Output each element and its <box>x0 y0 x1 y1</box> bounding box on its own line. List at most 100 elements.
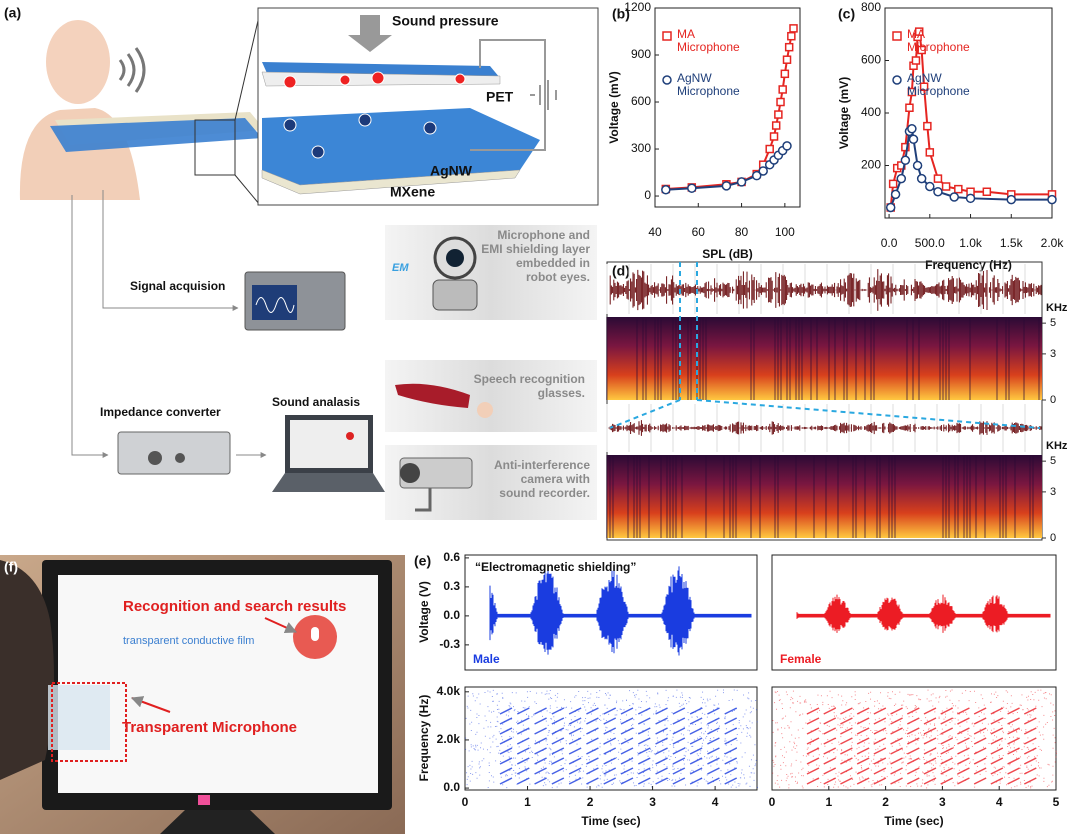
monitor-stand <box>160 810 275 834</box>
text-line: sound recorder. <box>499 486 590 500</box>
label: Signal acquision <box>130 279 225 293</box>
x-tick-label: 5 <box>1053 795 1060 809</box>
marker <box>923 121 932 131</box>
y-axis-label: Voltage (V) <box>417 581 431 643</box>
legend-entry: AgNW Microphone <box>907 72 970 98</box>
knob <box>175 453 185 463</box>
y-tick-label: 0.3 <box>443 579 460 593</box>
label: AgNW <box>430 163 473 179</box>
y-axis-label: Voltage (mV) <box>607 71 621 143</box>
y-tick-label: 400 <box>861 105 881 119</box>
marker <box>911 56 921 65</box>
marker <box>1006 194 1017 205</box>
mic-icon <box>346 432 354 440</box>
label: Sound analasis <box>272 395 360 409</box>
spectrogram <box>607 455 1042 538</box>
label: Impedance converter <box>100 405 221 419</box>
x-tick-label: 0 <box>462 795 469 809</box>
robot-body <box>432 279 478 311</box>
panel-label: (f) <box>4 559 18 575</box>
y-tick-label: 3 <box>1050 348 1056 360</box>
marker <box>908 134 919 144</box>
annotation: Recognition and search results <box>123 598 346 615</box>
marker <box>949 192 959 202</box>
y-axis-label: KHz <box>1046 440 1068 452</box>
x-tick-label: 60 <box>692 225 706 239</box>
marker <box>780 69 790 79</box>
y-tick-label: 2.0k <box>437 732 461 746</box>
marker <box>782 141 792 151</box>
marker <box>907 124 917 134</box>
marker <box>758 166 768 176</box>
text-line: camera with <box>521 472 590 486</box>
waveform <box>608 269 1042 311</box>
arrow <box>264 617 298 634</box>
text-line: glasses. <box>538 386 585 400</box>
marker <box>765 144 774 154</box>
charges <box>283 71 466 89</box>
signal <box>255 297 295 313</box>
x-tick-label: 100 <box>775 225 795 239</box>
mxene-layer <box>261 169 521 195</box>
legend: MA Microphone <box>677 28 740 54</box>
x-tick-label: 80 <box>735 225 749 239</box>
x-tick-label: 0.0 <box>881 236 898 250</box>
x-tick-label: 3 <box>939 795 946 809</box>
y-tick-label: 0 <box>1050 532 1056 544</box>
marker <box>736 177 747 187</box>
card-text: Anti-interference camera with sound record… <box>494 458 590 500</box>
x-tick-label: 2 <box>587 795 594 809</box>
marker <box>687 183 697 193</box>
text-line: Speech recognition <box>474 372 585 386</box>
marker <box>954 184 963 194</box>
marker <box>907 87 917 97</box>
x-tick-label: 4 <box>996 795 1003 809</box>
harmonics <box>806 707 1037 785</box>
camera-mount <box>415 488 432 512</box>
marker <box>896 173 907 184</box>
annotation: Transparent Microphone <box>122 719 297 736</box>
transparent-microphone <box>48 685 110 750</box>
tag <box>198 795 210 805</box>
application-card <box>385 225 597 320</box>
monitor-screen <box>58 575 378 793</box>
plot-frame <box>464 554 758 671</box>
head <box>46 20 110 104</box>
legend-entry: MA Microphone <box>907 28 970 54</box>
y-tick-label: 0 <box>644 188 651 202</box>
card-text: Microphone and EMI shielding layer embedde… <box>481 228 590 284</box>
panel-label: (b) <box>612 6 630 22</box>
x-tick-label: 1.0k <box>959 236 983 250</box>
waveform <box>796 594 1051 633</box>
laptop-screen <box>290 420 368 468</box>
texture <box>606 455 1034 538</box>
title: “Electromagnetic shielding” <box>475 560 636 574</box>
knob <box>148 451 162 465</box>
marker <box>769 132 779 141</box>
marker <box>982 187 992 196</box>
series-label: Female <box>780 652 822 666</box>
x-axis-label: Time (sec) <box>581 814 640 828</box>
marker <box>771 121 781 130</box>
legend-swatch <box>892 75 902 85</box>
oscilloscope-screen <box>252 285 297 320</box>
y-tick-label: 0.0 <box>443 780 460 794</box>
marker <box>917 45 926 55</box>
plot-frame <box>771 554 1057 671</box>
x-axis-label: Time (sec) <box>884 814 943 828</box>
panel-f: (f) transparent conductive film Recognit… <box>0 555 405 834</box>
legend: MA Microphone <box>907 28 970 54</box>
marker <box>782 55 792 64</box>
y-tick-label: 300 <box>631 141 651 155</box>
panel-label: (d) <box>612 263 630 279</box>
marker <box>901 142 910 152</box>
camera-lens <box>400 463 420 483</box>
marker <box>888 179 898 189</box>
legend: AgNW Microphone <box>907 72 970 98</box>
frame <box>606 261 1043 541</box>
impedance-converter <box>117 431 231 475</box>
waveform <box>608 420 1042 436</box>
marker <box>784 42 794 52</box>
circuit <box>470 39 557 151</box>
person <box>477 402 493 418</box>
